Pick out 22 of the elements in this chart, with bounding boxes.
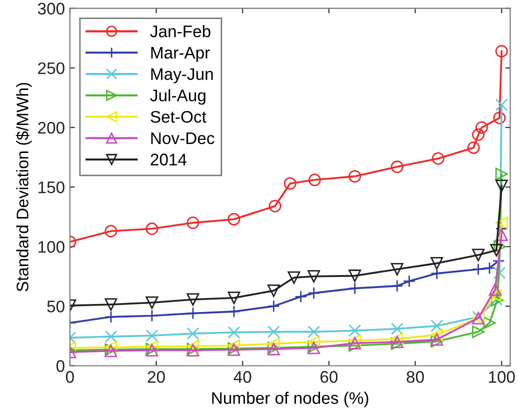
legend-label: Set-Oct	[150, 110, 206, 123]
x-tick-label: 60	[320, 371, 338, 383]
y-axis-title: Standard Deviation ($/MWh)	[16, 82, 32, 292]
y-tick-label: 100	[38, 241, 64, 253]
y-tick-label: 0	[56, 360, 64, 372]
legend-label: Jan-Feb	[150, 25, 210, 38]
x-tick-label: 100	[488, 371, 515, 383]
x-tick-label: 20	[148, 371, 165, 383]
legend-label: Jul-Aug	[150, 89, 206, 105]
y-tick-label: 200	[38, 122, 64, 134]
legend-label: Mar-Apr	[151, 47, 210, 62]
y-tick-label: 250	[38, 62, 64, 74]
x-axis-title: Number of nodes (%)	[212, 392, 368, 408]
legend-label: Nov-Dec	[151, 132, 214, 144]
x-tick-label: 0	[66, 371, 74, 383]
legend-label: 2014	[150, 154, 187, 166]
x-tick-label: 40	[234, 371, 252, 383]
legend-label: May-Jun	[151, 68, 213, 84]
y-tick-label: 50	[47, 300, 64, 312]
x-tick-label: 80	[406, 371, 424, 383]
y-tick-label: 300	[38, 2, 64, 15]
y-tick-label: 150	[38, 181, 64, 194]
